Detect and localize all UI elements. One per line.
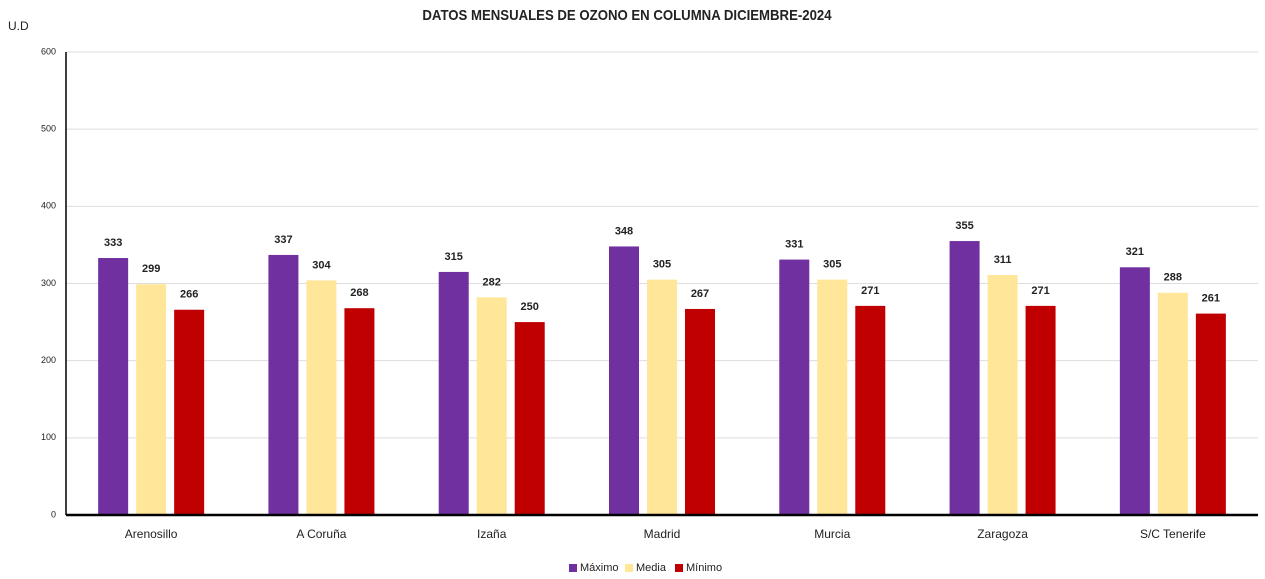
legend-swatch <box>625 564 633 572</box>
legend-label: Media <box>636 562 667 574</box>
y-tick-label: 100 <box>41 432 56 442</box>
data-label: 315 <box>445 251 463 263</box>
data-label: 333 <box>104 237 122 249</box>
data-label: 331 <box>785 238 803 250</box>
y-tick-label: 600 <box>41 46 56 56</box>
data-label: 337 <box>274 234 292 246</box>
bar <box>476 297 507 515</box>
bar <box>685 308 715 515</box>
data-label: 268 <box>350 287 368 299</box>
data-label: 348 <box>615 225 633 237</box>
bar <box>1195 313 1226 515</box>
legend-label: Mínimo <box>686 562 722 574</box>
y-tick-label: 300 <box>41 278 56 288</box>
data-label: 305 <box>653 259 671 271</box>
data-label: 304 <box>312 259 331 271</box>
y-tick-label: 200 <box>41 355 56 365</box>
bar <box>1157 292 1188 515</box>
bar <box>949 241 980 515</box>
bar <box>1025 305 1056 515</box>
x-tick-label: Zaragoza <box>977 527 1028 541</box>
x-tick-label: A Coruña <box>296 527 346 541</box>
bar <box>609 246 639 515</box>
y-tick-label: 400 <box>41 201 56 211</box>
data-label: 305 <box>823 259 841 271</box>
bar <box>268 254 299 515</box>
data-label: 321 <box>1126 246 1144 258</box>
data-label: 271 <box>861 285 879 297</box>
data-label: 299 <box>142 263 160 275</box>
data-label: 311 <box>994 254 1012 266</box>
bar <box>779 259 810 515</box>
x-tick-label: Arenosillo <box>125 527 178 541</box>
bar <box>98 258 129 515</box>
data-label: 267 <box>691 288 709 300</box>
legend-label: Máximo <box>580 562 619 574</box>
legend-swatch <box>569 564 577 572</box>
bar <box>306 280 337 515</box>
bar <box>987 275 1018 515</box>
data-label: 261 <box>1202 293 1220 305</box>
x-tick-label: Madrid <box>644 527 681 541</box>
y-tick-label: 500 <box>41 124 56 134</box>
data-label: 355 <box>955 220 973 232</box>
x-tick-label: Murcia <box>814 527 850 541</box>
x-tick-label: S/C Tenerife <box>1140 527 1206 541</box>
bar <box>647 279 677 515</box>
y-axis-label: U.D <box>8 19 29 33</box>
bar <box>136 284 167 515</box>
data-label: 288 <box>1164 272 1182 284</box>
bar <box>438 271 469 515</box>
x-tick-label: Izaña <box>477 527 507 541</box>
data-label: 271 <box>1031 285 1049 297</box>
bar <box>514 322 545 515</box>
chart-title: DATOS MENSUALES DE OZONO EN COLUMNA DICI… <box>422 6 831 23</box>
legend-swatch <box>675 564 683 572</box>
bar <box>1119 267 1150 515</box>
data-label: 250 <box>521 301 539 313</box>
data-label: 282 <box>483 276 501 288</box>
y-tick-label: 0 <box>51 509 56 519</box>
bar <box>855 305 886 515</box>
bar <box>174 309 205 515</box>
data-label: 266 <box>180 289 198 301</box>
bar <box>344 308 375 515</box>
bar <box>817 279 848 515</box>
